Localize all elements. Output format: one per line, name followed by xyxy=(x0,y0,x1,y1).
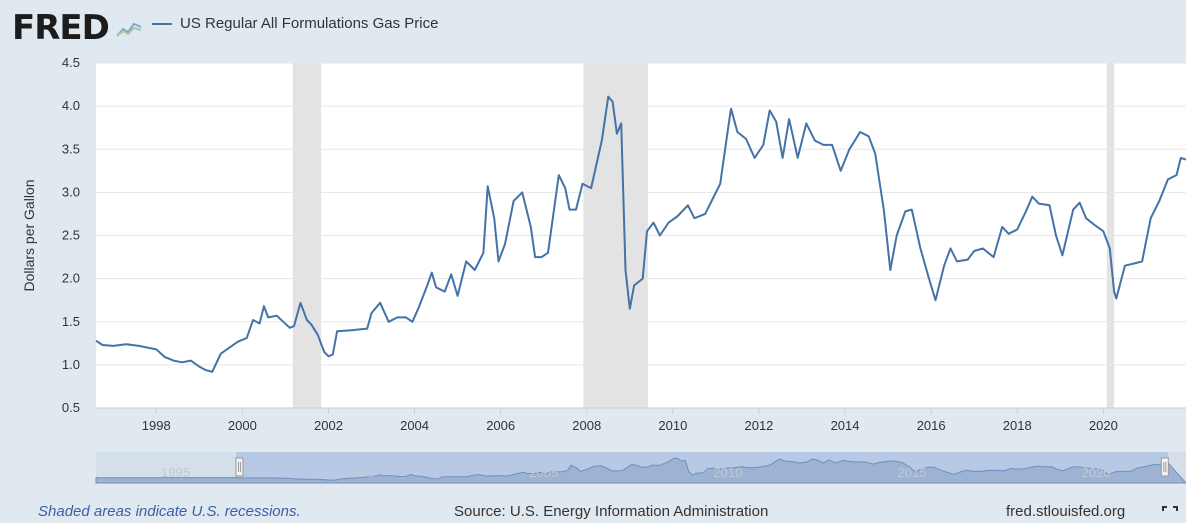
y-tick-label: 3.0 xyxy=(62,184,80,199)
chart-header: FRED US Regular All Formulations Gas Pri… xyxy=(0,0,1186,58)
navigator-handle-right[interactable] xyxy=(1160,457,1169,477)
y-tick-label: 4.0 xyxy=(62,98,80,113)
navigator-label: 1995 xyxy=(161,465,190,480)
y-tick-label: 1.5 xyxy=(62,314,80,329)
x-tick-label: 2008 xyxy=(572,418,601,433)
fullscreen-icon[interactable] xyxy=(1162,506,1178,518)
navigator-label: 2005 xyxy=(529,465,558,480)
y-axis-title: Dollars per Gallon xyxy=(21,179,37,291)
legend-swatch xyxy=(152,22,172,25)
y-tick-label: 4.5 xyxy=(62,58,80,70)
line-chart[interactable]: 0.5 1.0 1.5 2.0 2.5 3.0 3.5 4.0 4.5 1998 2000 2002… xyxy=(0,58,1186,498)
legend-label: US Regular All Formulations Gas Price xyxy=(180,15,439,32)
source-text: Source: U.S. Energy Information Administ… xyxy=(454,503,769,520)
navigator-label: 2015 xyxy=(898,465,927,480)
x-tick-label: 2004 xyxy=(400,418,429,433)
x-tick-label: 2000 xyxy=(228,418,257,433)
x-tick-label: 2002 xyxy=(314,418,343,433)
navigator-handle-left[interactable] xyxy=(235,457,244,477)
fred-chart-icon xyxy=(116,18,144,38)
navigator-label: 2000 xyxy=(345,465,374,480)
range-navigator[interactable]: 1995 2000 2005 2010 2015 2020 xyxy=(95,452,1186,484)
x-axis-ticks: 1998 2000 2002 2004 2006 2008 2010 2012 2014 2016… xyxy=(142,408,1118,433)
fred-logo[interactable]: FRED xyxy=(12,8,110,48)
recession-note: Shaded areas indicate U.S. recessions. xyxy=(38,503,301,520)
series-layer xyxy=(95,95,1186,373)
y-tick-label: 2.5 xyxy=(62,228,80,243)
navigator-area xyxy=(95,457,1186,484)
y-tick-label: 2.0 xyxy=(62,271,80,286)
x-tick-label: 2016 xyxy=(917,418,946,433)
chart-legend[interactable]: US Regular All Formulations Gas Price xyxy=(152,15,438,32)
y-tick-label: 0.5 xyxy=(62,400,80,415)
gridlines xyxy=(96,62,1186,409)
y-tick-label: 1.0 xyxy=(62,357,80,372)
site-link[interactable]: fred.stlouisfed.org xyxy=(1006,503,1126,520)
x-tick-label: 2010 xyxy=(658,418,687,433)
x-tick-label: 2012 xyxy=(744,418,773,433)
y-tick-label: 3.5 xyxy=(62,141,80,156)
x-tick-label: 2014 xyxy=(831,418,860,433)
x-tick-label: 2006 xyxy=(486,418,515,433)
x-tick-label: 1998 xyxy=(142,418,171,433)
series-line xyxy=(95,95,1186,373)
navigator-label: 2020 xyxy=(1082,465,1111,480)
x-tick-label: 2020 xyxy=(1089,418,1118,433)
x-tick-label: 2018 xyxy=(1003,418,1032,433)
y-axis-ticks: 0.5 1.0 1.5 2.0 2.5 3.0 3.5 4.0 4.5 xyxy=(62,58,80,415)
navigator-label: 2010 xyxy=(713,465,742,480)
